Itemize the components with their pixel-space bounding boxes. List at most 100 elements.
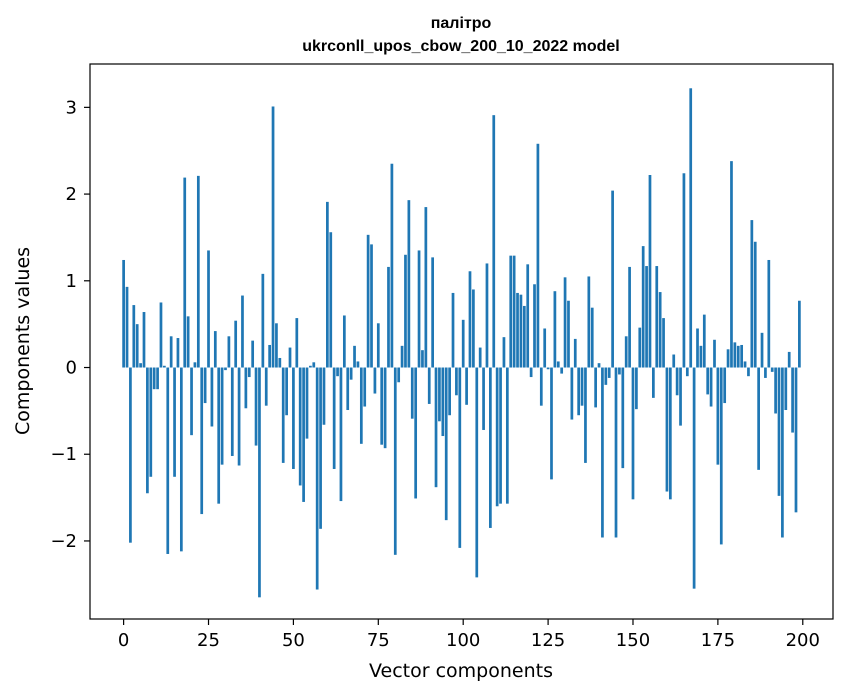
bar bbox=[753, 241, 757, 368]
bar bbox=[740, 344, 744, 368]
bar bbox=[658, 292, 662, 368]
bar bbox=[499, 367, 502, 504]
bar bbox=[614, 367, 618, 538]
bar bbox=[200, 367, 204, 515]
bar bbox=[546, 367, 550, 370]
bar bbox=[553, 291, 557, 368]
bar bbox=[146, 367, 149, 494]
bar bbox=[142, 312, 146, 368]
bar bbox=[281, 367, 285, 463]
bar bbox=[770, 367, 774, 372]
bar bbox=[533, 284, 536, 368]
bar bbox=[624, 336, 628, 368]
bar bbox=[597, 363, 601, 368]
bar bbox=[183, 177, 187, 368]
bar bbox=[122, 259, 125, 368]
bar bbox=[421, 350, 424, 368]
bar bbox=[699, 345, 703, 368]
bar bbox=[251, 340, 255, 368]
x-tick-label: 0 bbox=[118, 630, 129, 651]
bar bbox=[580, 367, 584, 406]
bar bbox=[685, 367, 689, 377]
bar bbox=[594, 367, 597, 408]
bar bbox=[516, 292, 519, 368]
bar bbox=[410, 367, 414, 419]
bar bbox=[434, 367, 438, 488]
bar bbox=[169, 336, 173, 368]
bar bbox=[489, 367, 492, 528]
bar bbox=[234, 320, 238, 368]
bar bbox=[186, 316, 190, 368]
bar bbox=[407, 200, 411, 368]
x-tick-label: 25 bbox=[197, 630, 220, 651]
bar bbox=[461, 319, 465, 368]
bar bbox=[312, 362, 316, 368]
bar bbox=[451, 292, 455, 368]
bar bbox=[689, 88, 693, 368]
bar bbox=[584, 367, 587, 463]
x-axis-label: Vector components bbox=[369, 660, 553, 682]
bar bbox=[383, 367, 387, 449]
plot-frame bbox=[89, 63, 834, 620]
bar bbox=[743, 361, 747, 368]
x-tick-label: 175 bbox=[701, 630, 735, 651]
bar bbox=[563, 277, 567, 368]
bar bbox=[213, 331, 217, 368]
bar bbox=[241, 295, 244, 368]
bar bbox=[550, 367, 553, 480]
bar bbox=[292, 367, 295, 469]
y-tick-label: −2 bbox=[50, 531, 77, 552]
bar bbox=[356, 361, 360, 368]
bar bbox=[196, 175, 200, 368]
bar bbox=[465, 367, 468, 405]
bar bbox=[777, 367, 781, 496]
x-tick-label: 50 bbox=[282, 630, 305, 651]
y-tick-label: 2 bbox=[66, 184, 77, 205]
bar bbox=[675, 367, 679, 396]
bar bbox=[757, 367, 760, 470]
bar bbox=[539, 367, 543, 406]
bar bbox=[349, 367, 353, 380]
bar bbox=[492, 115, 496, 368]
bar bbox=[655, 266, 659, 368]
bar bbox=[485, 263, 489, 368]
bar bbox=[458, 367, 462, 548]
bar bbox=[207, 250, 210, 368]
bar bbox=[278, 357, 282, 368]
bar bbox=[427, 367, 431, 404]
bar bbox=[682, 173, 686, 368]
bar bbox=[237, 367, 241, 466]
bar bbox=[285, 367, 288, 416]
bar bbox=[794, 367, 798, 513]
x-axis-ticks: 0 25 50 75 100 125 150 175 200 bbox=[118, 619, 820, 651]
bar bbox=[798, 300, 801, 368]
bar bbox=[366, 234, 370, 368]
bar bbox=[706, 367, 710, 395]
bar bbox=[135, 324, 139, 368]
bar bbox=[125, 286, 129, 368]
bar bbox=[468, 271, 472, 368]
bar bbox=[417, 250, 421, 368]
bar bbox=[359, 367, 363, 444]
bar bbox=[522, 305, 526, 368]
bar bbox=[573, 338, 577, 368]
bar bbox=[302, 367, 305, 502]
bar bbox=[353, 345, 356, 368]
bar bbox=[373, 367, 377, 394]
bar bbox=[665, 367, 669, 492]
bar bbox=[424, 207, 428, 368]
bar bbox=[230, 367, 234, 456]
bar bbox=[692, 367, 696, 589]
bar bbox=[648, 175, 652, 368]
bar bbox=[380, 367, 384, 445]
bar bbox=[645, 266, 648, 368]
bar bbox=[601, 367, 604, 538]
bar bbox=[750, 220, 754, 368]
chart-title: палітро bbox=[431, 15, 492, 32]
x-tick-label: 200 bbox=[786, 630, 820, 651]
bar bbox=[472, 289, 475, 368]
bar bbox=[404, 254, 407, 368]
bar bbox=[482, 367, 485, 430]
y-tick-label: 3 bbox=[66, 97, 77, 118]
bar bbox=[631, 367, 635, 500]
